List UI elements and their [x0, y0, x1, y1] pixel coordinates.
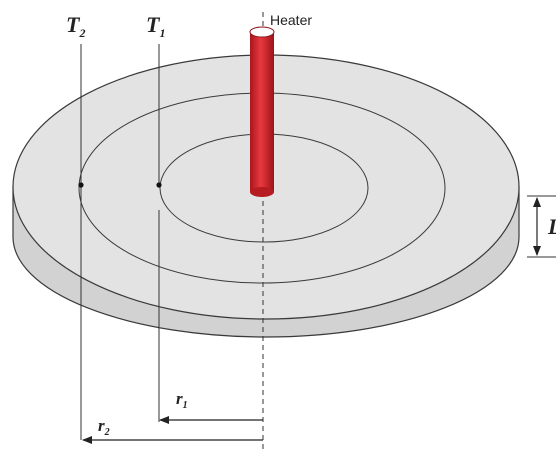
r2-label: r2 — [98, 416, 110, 438]
heater-rod — [249, 26, 275, 197]
r1-subscript: 1 — [183, 400, 188, 411]
heater-body — [250, 32, 274, 192]
t1-subscript: 1 — [159, 26, 165, 40]
heater-bottom — [250, 187, 274, 197]
heater-top — [249, 26, 275, 38]
t1-label: T1 — [146, 12, 165, 40]
t2-label: T2 — [66, 12, 85, 40]
r1-label: r1 — [176, 389, 188, 411]
t2-measurement-point — [78, 182, 84, 188]
thickness-label: L — [547, 214, 556, 239]
r2-subscript: 2 — [104, 427, 110, 438]
t1-measurement-point — [156, 182, 162, 188]
heater-label: Heater — [270, 12, 312, 28]
t2-subscript: 2 — [78, 26, 85, 40]
